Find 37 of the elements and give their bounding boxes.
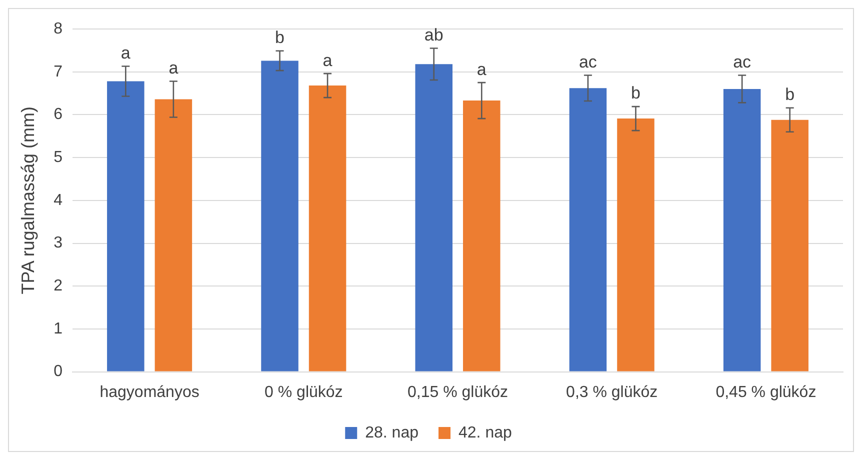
bar [463,100,500,372]
y-tick-label: 7 [54,63,63,80]
bar [569,88,607,372]
y-tick-label: 0 [54,363,63,380]
legend-label: 28. nap [365,424,419,442]
x-tick-label: 0,15 % glükóz [407,384,508,401]
x-tick-label: hagyományos [100,384,200,401]
y-tick-label: 5 [54,148,63,166]
y-tick-label: 2 [54,278,63,295]
y-tick-label: 3 [54,234,63,252]
y-tick-label: 6 [54,106,63,124]
bar [154,99,192,372]
bar [771,120,808,372]
annotation: ac [733,52,752,72]
y-tick-label: 8 [54,20,63,38]
annotation: ac [578,52,598,72]
annotation: a [476,60,487,79]
annotation: a [322,50,333,70]
y-tick-label: 4 [54,192,63,209]
bar [617,118,654,372]
bar [308,86,346,372]
bar [415,64,452,372]
x-tick-label: 0 % glükóz [264,384,343,401]
annotation: b [785,85,795,104]
x-tick-label: 0,3 % glükóz [566,384,658,401]
y-axis-title: TPA rugalmasság (mm) [18,106,38,294]
legend-label: 42. nap [458,424,512,442]
annotation: b [275,28,284,48]
annotation: a [120,43,131,62]
annotation: a [168,58,179,78]
annotation: b [631,84,640,103]
bar [107,81,144,372]
x-tick-label: 0,45 % glükóz [716,384,816,401]
bar [261,60,298,372]
annotation: ab [424,25,444,44]
y-tick-label: 1 [54,320,63,338]
bar [723,88,761,372]
